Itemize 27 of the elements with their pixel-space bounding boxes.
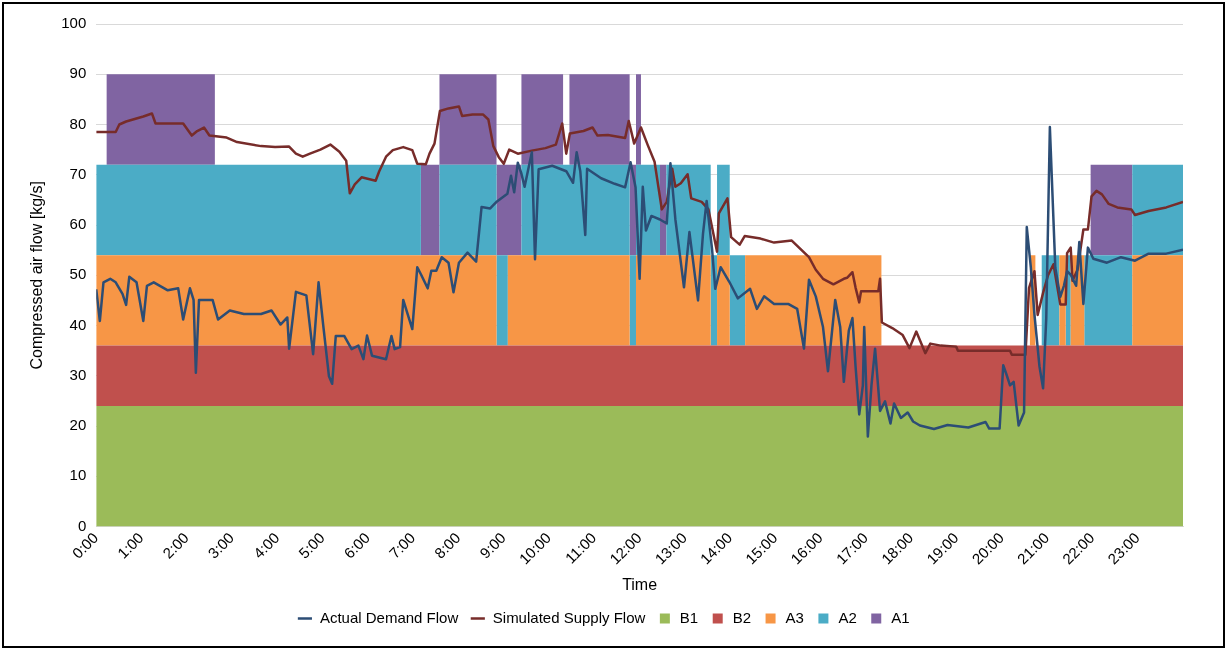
x-tick-label: 3:00	[204, 528, 238, 562]
y-tick-label: 70	[69, 164, 87, 182]
y-tick-label: 40	[69, 315, 87, 333]
y-tick-label: 90	[69, 64, 87, 82]
y-axis-title: Compressed air flow [kg/s]	[28, 181, 46, 370]
y-tick-label: 20	[69, 416, 87, 434]
x-tick-label: 9:00	[476, 528, 509, 562]
legend-label: A1	[891, 608, 910, 626]
legend-label: B1	[679, 608, 699, 626]
x-tick-label: 8:00	[430, 528, 464, 562]
x-tick-label: 6:00	[340, 528, 373, 562]
y-tick-label: 0	[77, 516, 87, 534]
y-tick-label: 60	[69, 215, 87, 233]
y-tick-label: 10	[69, 466, 87, 484]
legend-label: Simulated Supply Flow	[492, 608, 646, 626]
legend-label: A2	[838, 608, 857, 626]
y-tick-label: 30	[69, 365, 87, 383]
x-tick-label: 4:00	[249, 528, 283, 562]
y-tick-label: 80	[69, 114, 87, 132]
y-tick-label: 50	[69, 265, 87, 283]
legend-label: Actual Demand Flow	[319, 608, 459, 626]
x-tick-label: 5:00	[295, 528, 328, 562]
x-axis-title: Time	[622, 575, 658, 593]
legend-label: A3	[785, 608, 804, 626]
y-tick-label: 100	[61, 14, 87, 32]
legend-label: B2	[732, 608, 752, 626]
x-tick-label: 7:00	[385, 528, 419, 562]
